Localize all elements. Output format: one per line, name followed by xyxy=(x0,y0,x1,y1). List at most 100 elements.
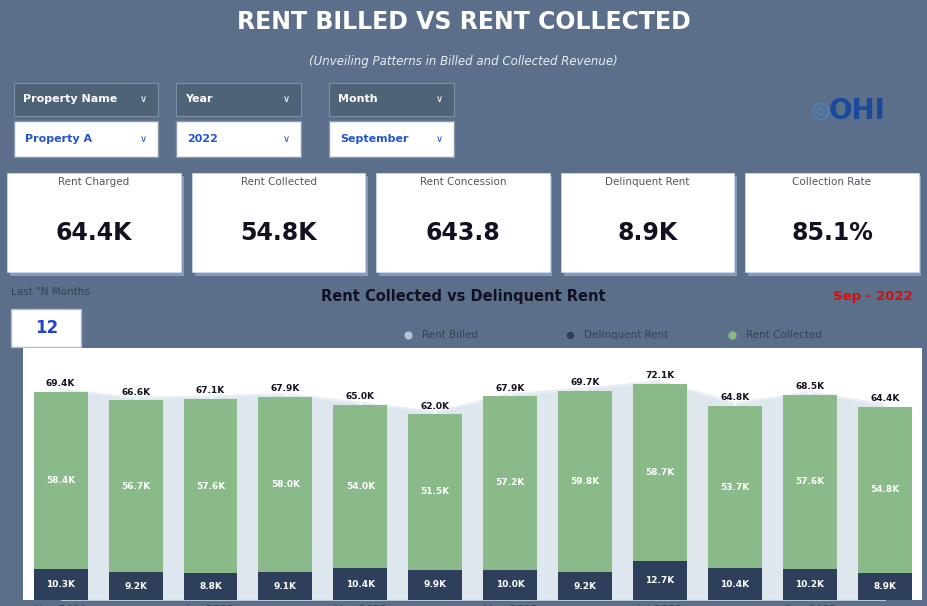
Text: 57.2K: 57.2K xyxy=(496,479,525,487)
Text: Delinquent Rent: Delinquent Rent xyxy=(605,178,690,187)
FancyBboxPatch shape xyxy=(7,173,181,272)
FancyBboxPatch shape xyxy=(195,176,368,276)
Text: 51.5K: 51.5K xyxy=(421,487,450,496)
Text: Rent Collected: Rent Collected xyxy=(746,330,822,340)
Text: OHI: OHI xyxy=(829,97,885,125)
Bar xyxy=(483,396,538,570)
Text: September: September xyxy=(340,134,409,144)
Text: 10.4K: 10.4K xyxy=(720,580,750,588)
Text: 10.0K: 10.0K xyxy=(496,581,525,589)
Text: 68.5K: 68.5K xyxy=(795,382,824,391)
Bar xyxy=(558,572,612,600)
Text: 64.4K: 64.4K xyxy=(870,395,899,404)
Bar xyxy=(259,572,312,600)
Text: Rent Concession: Rent Concession xyxy=(420,178,506,187)
Bar xyxy=(259,397,312,572)
Text: 69.4K: 69.4K xyxy=(46,379,75,388)
Text: 85.1%: 85.1% xyxy=(791,221,873,245)
Text: Rent Collected vs Delinquent Rent: Rent Collected vs Delinquent Rent xyxy=(321,290,606,304)
FancyBboxPatch shape xyxy=(14,121,158,156)
Text: 58.4K: 58.4K xyxy=(46,476,75,485)
Bar xyxy=(857,573,912,600)
Text: 2022: 2022 xyxy=(187,134,218,144)
Text: 12: 12 xyxy=(35,319,57,336)
Text: 67.9K: 67.9K xyxy=(271,384,300,393)
Bar xyxy=(334,568,387,600)
Text: 10.3K: 10.3K xyxy=(46,580,75,589)
Text: Last "N Months: Last "N Months xyxy=(11,287,90,298)
Bar xyxy=(783,569,837,600)
Bar xyxy=(408,570,463,600)
Text: 9.1K: 9.1K xyxy=(274,582,297,591)
Text: 66.6K: 66.6K xyxy=(121,388,150,397)
FancyBboxPatch shape xyxy=(379,176,552,276)
Bar xyxy=(33,391,88,568)
Text: 10.2K: 10.2K xyxy=(795,580,824,589)
Text: 12.7K: 12.7K xyxy=(645,576,675,585)
Bar xyxy=(108,572,162,600)
Text: 64.4K: 64.4K xyxy=(56,221,133,245)
Text: ∨: ∨ xyxy=(436,134,443,144)
FancyBboxPatch shape xyxy=(376,173,550,272)
Text: 8.9K: 8.9K xyxy=(873,582,896,591)
Bar xyxy=(558,391,612,572)
Text: 57.6K: 57.6K xyxy=(795,478,825,486)
Bar xyxy=(408,414,463,570)
Text: 56.7K: 56.7K xyxy=(121,482,150,491)
Text: Rent Charged: Rent Charged xyxy=(58,178,130,187)
Bar xyxy=(334,405,387,568)
FancyBboxPatch shape xyxy=(176,121,301,156)
FancyBboxPatch shape xyxy=(176,83,301,116)
Text: 64.8K: 64.8K xyxy=(720,393,750,402)
Text: 58.0K: 58.0K xyxy=(271,480,300,489)
Text: 54.0K: 54.0K xyxy=(346,482,375,491)
Text: 53.7K: 53.7K xyxy=(720,482,750,491)
Bar xyxy=(708,406,762,568)
Text: 9.2K: 9.2K xyxy=(124,582,147,590)
Text: 72.1K: 72.1K xyxy=(645,371,675,380)
Text: 54.8K: 54.8K xyxy=(870,485,899,494)
Text: 65.0K: 65.0K xyxy=(346,393,375,401)
Text: Collection Rate: Collection Rate xyxy=(793,178,871,187)
Text: 8.8K: 8.8K xyxy=(199,582,222,591)
FancyBboxPatch shape xyxy=(748,176,921,276)
Bar xyxy=(483,570,538,600)
Text: 9.9K: 9.9K xyxy=(424,581,447,590)
Text: Month: Month xyxy=(338,95,378,104)
Text: ∨: ∨ xyxy=(283,134,290,144)
Text: 643.8: 643.8 xyxy=(425,221,501,245)
Text: ∨: ∨ xyxy=(283,95,290,104)
Text: ∨: ∨ xyxy=(436,95,443,104)
FancyBboxPatch shape xyxy=(11,309,81,347)
Text: 54.8K: 54.8K xyxy=(240,221,317,245)
Text: Property Name: Property Name xyxy=(23,95,118,104)
FancyBboxPatch shape xyxy=(561,173,734,272)
Text: Rent Collected: Rent Collected xyxy=(241,178,316,187)
Text: 67.1K: 67.1K xyxy=(196,386,225,395)
FancyBboxPatch shape xyxy=(192,173,365,272)
Text: 62.0K: 62.0K xyxy=(421,402,450,411)
FancyBboxPatch shape xyxy=(329,121,454,156)
FancyBboxPatch shape xyxy=(564,176,737,276)
Bar xyxy=(783,395,837,569)
Text: Rent Billed: Rent Billed xyxy=(422,330,478,340)
Bar xyxy=(633,384,687,561)
FancyBboxPatch shape xyxy=(745,173,919,272)
Bar xyxy=(633,561,687,600)
Bar xyxy=(857,407,912,573)
Text: ∨: ∨ xyxy=(139,134,146,144)
FancyBboxPatch shape xyxy=(10,176,184,276)
Bar xyxy=(108,400,162,572)
Bar xyxy=(184,399,237,573)
Text: (Unveiling Patterns in Billed and Collected Revenue): (Unveiling Patterns in Billed and Collec… xyxy=(309,55,618,68)
Text: RENT BILLED VS RENT COLLECTED: RENT BILLED VS RENT COLLECTED xyxy=(236,10,691,34)
Text: 58.7K: 58.7K xyxy=(645,468,675,477)
Text: 9.2K: 9.2K xyxy=(574,582,597,590)
Text: Year: Year xyxy=(185,95,213,104)
Text: 57.6K: 57.6K xyxy=(196,482,225,490)
Text: Delinquent Rent: Delinquent Rent xyxy=(584,330,668,340)
Bar xyxy=(33,568,88,600)
Bar xyxy=(184,573,237,600)
Text: ∨: ∨ xyxy=(139,95,146,104)
FancyBboxPatch shape xyxy=(329,83,454,116)
